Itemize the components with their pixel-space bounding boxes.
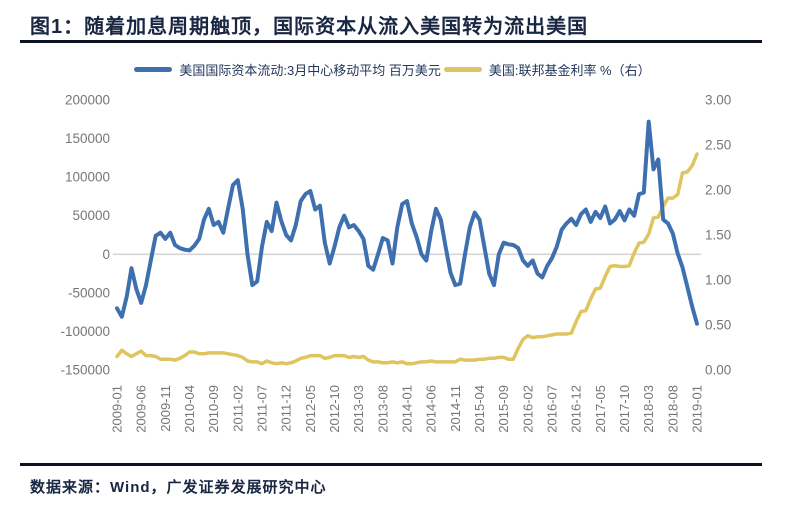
left-axis-tick: 150000: [65, 131, 110, 146]
legend-swatch-capital-flows: [134, 66, 173, 72]
right-axis-tick: 3.00: [705, 93, 731, 108]
right-axis-tick: 0.50: [705, 318, 731, 333]
right-axis-tick: 1.50: [705, 228, 731, 243]
x-axis-tick: 2011-02: [230, 385, 245, 432]
left-axis-tick: 0: [102, 247, 110, 262]
x-axis-tick: 2018-08: [665, 385, 680, 433]
right-axis-tick: 1.00: [705, 273, 731, 288]
x-axis-tick: 2017-05: [593, 385, 608, 433]
x-axis-tick: 2014-11: [448, 385, 463, 432]
x-axis-tick: 2016-12: [569, 385, 584, 433]
left-axis-tick: 100000: [65, 170, 110, 185]
x-axis-tick: 2017-10: [617, 385, 632, 433]
left-axis-tick: 200000: [65, 93, 110, 108]
x-axis-tick: 2010-04: [182, 385, 197, 433]
x-axis-tick: 2019-01: [690, 385, 705, 433]
x-axis-tick: 2018-03: [641, 385, 656, 433]
x-axis-tick: 2015-04: [472, 385, 487, 433]
x-axis-tick: 2009-06: [134, 385, 149, 433]
x-axis-tick: 2015-09: [496, 385, 511, 433]
x-axis-tick: 2011-07: [255, 385, 270, 432]
x-axis-tick: 2013-03: [351, 385, 366, 433]
fed-funds-rate-line: [115, 152, 699, 366]
line-chart: 200000 150000 100000 50000 0 -50000 -100000 -15…: [60, 93, 731, 433]
right-axis-tick: 2.00: [705, 183, 731, 198]
chart-legend: 美国国际资本流动:3月中心移动平均 百万美元 美国:联邦基金利率 %（右）: [0, 58, 785, 80]
x-axis-tick: 2009-11: [158, 385, 173, 432]
right-axis-tick: 2.50: [705, 138, 731, 153]
capital-flows-line: [115, 119, 699, 326]
footer-divider: [20, 463, 762, 466]
legend-label-fed-funds-rate: 美国:联邦基金利率 %（右）: [488, 62, 651, 78]
x-axis-tick: 2014-01: [400, 385, 415, 433]
x-axis-tick: 2016-07: [545, 385, 560, 433]
title-divider: [20, 40, 762, 43]
x-axis-tick: 2011-12: [279, 385, 294, 432]
left-axis-tick: -100000: [60, 324, 110, 339]
x-axis-tick: 2010-09: [206, 385, 221, 433]
x-axis-tick: 2013-08: [375, 385, 390, 433]
left-axis-tick: 50000: [72, 208, 110, 223]
data-source: 数据来源：Wind，广发证券发展研究中心: [30, 479, 327, 496]
right-axis-tick: 0.00: [705, 363, 731, 378]
x-axis-tick: 2014-06: [424, 385, 439, 433]
x-axis-tick: 2012-10: [327, 385, 342, 433]
x-axis-tick: 2012-05: [303, 385, 318, 433]
x-axis-tick: 2009-01: [110, 385, 125, 433]
left-axis-tick: -150000: [60, 363, 110, 378]
legend-label-capital-flows: 美国国际资本流动:3月中心移动平均 百万美元: [179, 62, 441, 78]
x-axis-tick: 2016-02: [520, 385, 535, 433]
legend-swatch-fed-funds-rate: [443, 66, 482, 72]
left-axis-tick: -50000: [68, 285, 110, 300]
figure-title: 图1：随着加息周期触顶，国际资本从流入美国转为流出美国: [30, 16, 589, 38]
